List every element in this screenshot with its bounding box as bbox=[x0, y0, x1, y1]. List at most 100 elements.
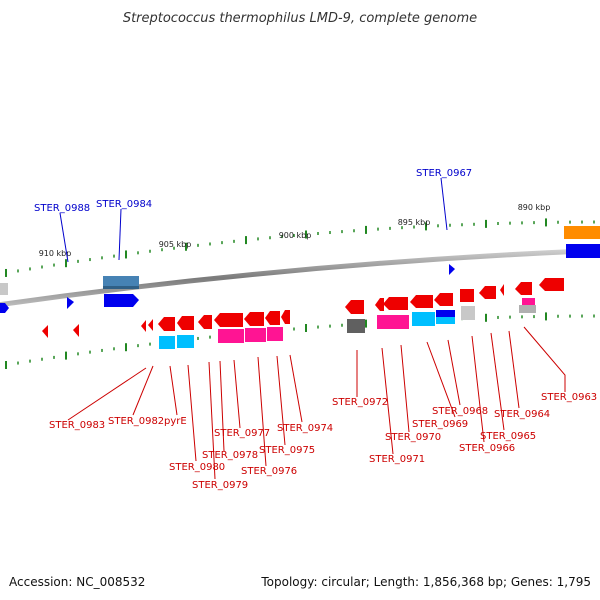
accession-text: Accession: NC_008532 bbox=[9, 575, 145, 589]
leader-0982 bbox=[132, 365, 154, 416]
leader-0964 bbox=[508, 330, 520, 409]
label-STER_0980: STER_0980 bbox=[169, 462, 225, 473]
scale-label-900: 900 kbp bbox=[279, 231, 312, 240]
label-STER_0978: STER_0978 bbox=[202, 450, 258, 461]
gene-rev-964 bbox=[500, 284, 504, 296]
gene-lower-magenta-3 bbox=[267, 327, 283, 341]
label-STER_0977: STER_0977 bbox=[214, 428, 270, 439]
gene-lower-grey bbox=[461, 306, 475, 320]
leader-0969 bbox=[426, 341, 456, 418]
map-title: Streptococcus thermophilus LMD-9, comple… bbox=[123, 11, 477, 26]
label-STER_0971: STER_0971 bbox=[369, 454, 425, 465]
gene-rev-980 bbox=[158, 317, 175, 331]
label-STER_0972: STER_0972 bbox=[332, 397, 388, 408]
gene-rev-965 bbox=[479, 286, 496, 299]
gene-lower-cyan-3 bbox=[412, 312, 435, 326]
lower-row-genes bbox=[159, 298, 536, 349]
gene-rev-971 bbox=[375, 298, 384, 311]
gene-rev-963 bbox=[539, 278, 564, 291]
forward-labels: STER_0988 STER_0984 STER_0967 bbox=[34, 168, 472, 214]
leader-0966 bbox=[471, 335, 485, 443]
scale-label-895: 895 kbp bbox=[398, 218, 431, 227]
leader-0965 bbox=[490, 332, 505, 431]
leader-0983 bbox=[67, 367, 147, 421]
gene-lower-cyan-1 bbox=[159, 336, 175, 349]
gene-rev-977 bbox=[214, 313, 243, 327]
label-STER_0964: STER_0964 bbox=[494, 409, 550, 420]
gene-fwd-0984-top-shade bbox=[103, 286, 139, 289]
gene-rev-975 bbox=[265, 311, 280, 325]
label-STER_0982: STER_0982 bbox=[108, 416, 164, 427]
genome-backbone bbox=[0, 247, 600, 308]
gene-rev-968 bbox=[434, 293, 453, 306]
gene-rev-976 bbox=[244, 312, 264, 326]
gene-rev-small-1 bbox=[141, 320, 146, 332]
gene-rev-978 bbox=[198, 315, 212, 329]
gene-rev-small-2 bbox=[148, 319, 153, 331]
gene-rev-969 bbox=[410, 295, 433, 308]
label-STER_0983: STER_0983 bbox=[49, 420, 105, 431]
label-STER_0970: STER_0970 bbox=[385, 432, 441, 443]
summary-text: Topology: circular; Length: 1,856,368 bp… bbox=[260, 575, 591, 589]
leader-0978 bbox=[219, 360, 225, 452]
gene-fwd-0988 bbox=[67, 297, 74, 309]
label-STER_0963: STER_0963 bbox=[541, 392, 597, 403]
leader-0974 bbox=[289, 354, 303, 423]
gene-lower-magenta-5 bbox=[522, 298, 535, 305]
gene-fwd-0967 bbox=[449, 264, 455, 275]
gene-rev-983-b bbox=[73, 324, 79, 337]
leader-0970 bbox=[400, 344, 410, 433]
leader-0979 bbox=[208, 361, 216, 480]
gene-rev-970 bbox=[383, 297, 408, 310]
gene-lower-cyan-4b bbox=[436, 317, 455, 324]
forward-leaders bbox=[59, 177, 448, 263]
label-STER_0965: STER_0965 bbox=[480, 431, 536, 442]
leader-0975 bbox=[276, 355, 286, 446]
forward-genes bbox=[0, 226, 600, 313]
label-STER_0979: STER_0979 bbox=[192, 480, 248, 491]
gene-fwd-0984 bbox=[104, 294, 139, 307]
gene-fwd-left-grey bbox=[0, 283, 8, 295]
gene-lower-magenta-2 bbox=[245, 328, 266, 342]
gene-lower-cyan-4 bbox=[436, 310, 455, 318]
leader-0977 bbox=[233, 359, 241, 429]
gene-lower-magenta-1 bbox=[218, 329, 244, 343]
leader-0980 bbox=[187, 364, 197, 462]
leader-0976 bbox=[257, 356, 267, 467]
label-STER_0984: STER_0984 bbox=[96, 199, 152, 210]
scale-label-910: 910 kbp bbox=[39, 249, 72, 258]
gene-lower-cyan-2 bbox=[177, 335, 194, 348]
leader-0967 bbox=[440, 177, 448, 231]
label-STER_0968: STER_0968 bbox=[432, 406, 488, 417]
scale-label-905: 905 kbp bbox=[159, 240, 192, 249]
leader-0963 bbox=[523, 326, 566, 392]
label-STER_0988: STER_0988 bbox=[34, 203, 90, 214]
leader-0984 bbox=[118, 208, 122, 261]
label-STER_0975: STER_0975 bbox=[259, 445, 315, 456]
label-STER_0974: STER_0974 bbox=[277, 423, 333, 434]
inner-tick-ring bbox=[5, 312, 595, 370]
gene-rev-972 bbox=[345, 300, 364, 314]
gene-lower-magenta-4 bbox=[377, 315, 409, 329]
gene-fwd-right-blue bbox=[566, 244, 600, 258]
label-STER_0969: STER_0969 bbox=[412, 419, 468, 430]
leader-0971 bbox=[381, 347, 394, 455]
gene-lower-grey-2 bbox=[519, 305, 536, 313]
reverse-labels: STER_0983 STER_0982 pyrE STER_0980 STER_… bbox=[49, 392, 597, 491]
gene-fwd-0984-top bbox=[103, 276, 139, 289]
gene-rev-966 bbox=[460, 289, 474, 302]
label-STER_0976: STER_0976 bbox=[241, 466, 297, 477]
gene-rev-983-a bbox=[42, 325, 48, 338]
label-STER_0966: STER_0966 bbox=[459, 443, 515, 454]
label-pyrE: pyrE bbox=[164, 416, 187, 427]
leader-0988 bbox=[59, 212, 69, 263]
label-STER_0967: STER_0967 bbox=[416, 168, 472, 179]
gene-rev-979 bbox=[177, 316, 194, 330]
gene-lower-darkgrey bbox=[347, 319, 365, 333]
gene-rev-964b bbox=[515, 282, 532, 295]
leader-0968 bbox=[447, 339, 461, 406]
gene-rev-974 bbox=[281, 310, 290, 324]
leader-pyrE bbox=[169, 365, 178, 416]
reverse-leaders bbox=[67, 326, 566, 480]
